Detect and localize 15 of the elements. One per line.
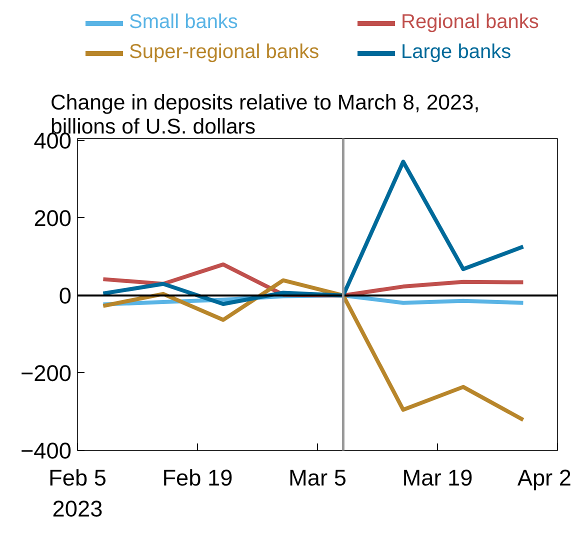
legend-label: Regional banks — [401, 11, 539, 34]
line-series — [101, 278, 526, 422]
y-tick-label: 200 — [34, 204, 72, 231]
legend-label: Super-regional banks — [129, 41, 320, 64]
x-tick-label: Apr 2 — [517, 464, 571, 490]
y-tick-label: −400 — [20, 438, 72, 464]
y-tick-label: −200 — [20, 360, 72, 386]
x-tick-label: Feb 19 — [162, 464, 233, 490]
legend-label: Large banks — [401, 41, 512, 64]
legend-label: Small banks — [129, 11, 238, 34]
x-tick-label: Feb 5 2023 — [48, 464, 106, 522]
x-tick-label: Mar 5 — [288, 464, 346, 490]
x-tick-label: Mar 19 — [402, 464, 473, 490]
y-tick-label: 0 — [58, 282, 72, 308]
line-series — [101, 160, 526, 306]
